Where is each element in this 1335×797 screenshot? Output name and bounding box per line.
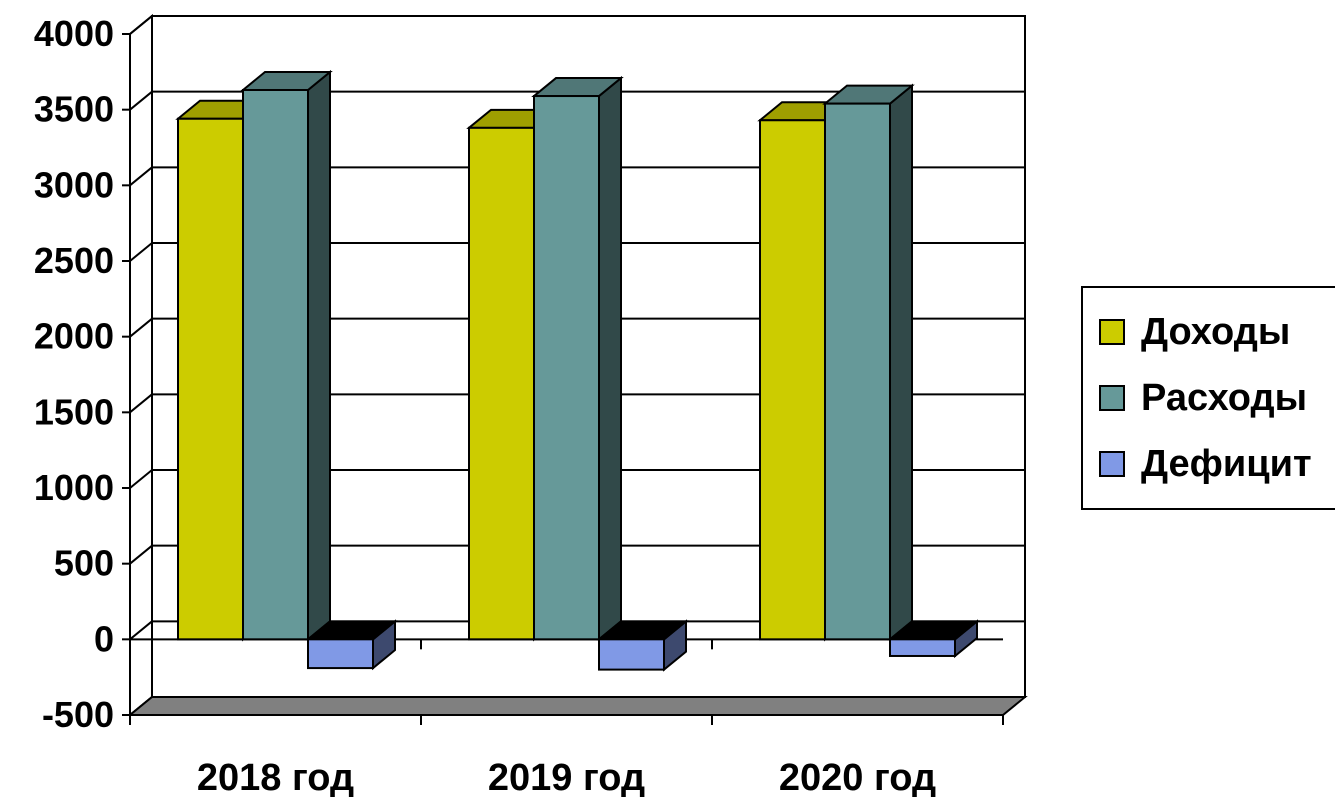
- legend-item-expenses: Расходы: [1099, 376, 1307, 420]
- legend-item-income: Доходы: [1099, 310, 1290, 354]
- legend-item-deficit: Дефицит: [1099, 442, 1312, 486]
- bar: [887, 619, 980, 659]
- gridline-side: [129, 393, 153, 414]
- legend-swatch-income: [1099, 319, 1125, 345]
- x-tick-labels: 2018 год 2019 год 2020 год: [197, 757, 936, 797]
- gridline-side: [129, 15, 153, 35]
- side-wall: [129, 13, 153, 718]
- y-tick-label: 2500: [34, 240, 114, 281]
- y-tick-label: 3000: [34, 164, 114, 205]
- legend-swatch-expenses: [1099, 385, 1125, 411]
- y-tick-label: 1000: [34, 467, 114, 508]
- y-tick-label: 2000: [34, 316, 114, 357]
- gridline-side: [129, 620, 153, 641]
- bars: [175, 69, 980, 672]
- bar: [305, 619, 398, 671]
- gridline-side: [129, 544, 153, 565]
- y-tick-label: 500: [54, 543, 114, 584]
- gridline-side: [129, 242, 153, 262]
- bar: [596, 619, 689, 672]
- gridline-side: [129, 166, 153, 187]
- gridline-side: [129, 90, 153, 111]
- y-tick-label: 4000: [34, 13, 114, 54]
- legend-label-deficit: Дефицит: [1141, 442, 1312, 485]
- legend: Доходы Расходы Дефицит: [1081, 286, 1335, 510]
- y-tick-label: -500: [42, 694, 114, 735]
- bar: [240, 69, 333, 642]
- floor: [127, 696, 1028, 716]
- gridline-side: [129, 469, 153, 489]
- x-tick-label: 2018 год: [197, 757, 354, 797]
- y-tick-labels: -500 0 500 1000 1500 2000 2500 3000 3500 4000: [34, 13, 114, 735]
- y-tick-label: 0: [94, 618, 114, 659]
- x-tick-label: 2020 год: [779, 757, 936, 797]
- legend-label-expenses: Расходы: [1141, 376, 1308, 419]
- bar: [822, 83, 915, 642]
- x-tick-label: 2019 год: [488, 757, 645, 797]
- y-tick-label: 1500: [34, 391, 114, 432]
- legend-swatch-deficit: [1099, 451, 1125, 477]
- bar-chart: -500 0 500 1000 1500 2000 2500 3000 3500 4000 201…: [34, 13, 1028, 797]
- gridline-side: [129, 317, 153, 338]
- legend-label-income: Доходы: [1141, 310, 1291, 353]
- y-tick-label: 3500: [34, 89, 114, 130]
- bar: [531, 75, 624, 642]
